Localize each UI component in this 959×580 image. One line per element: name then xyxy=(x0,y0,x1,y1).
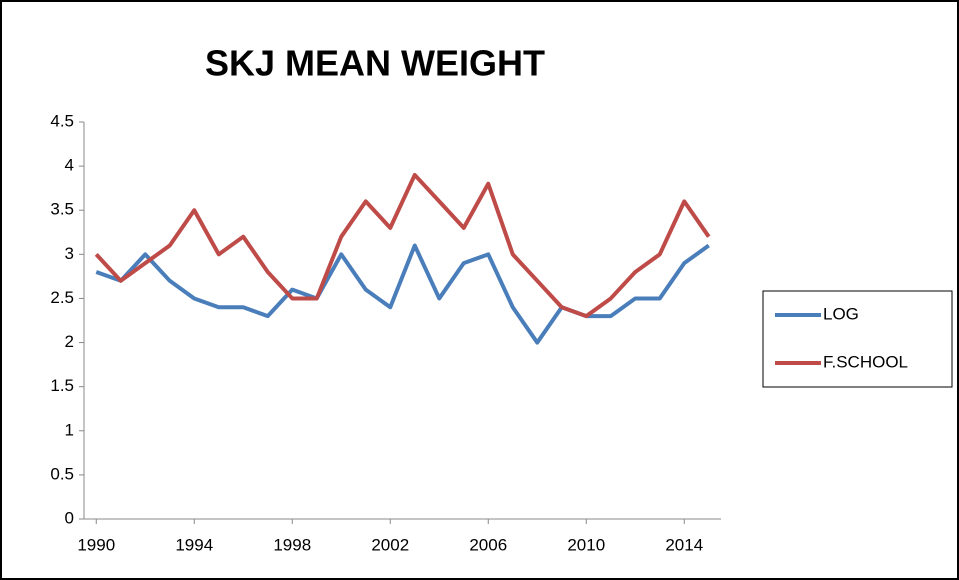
y-tick-label: 4 xyxy=(65,156,74,175)
series-line xyxy=(94,172,711,319)
x-tick-label: 2010 xyxy=(567,535,605,554)
x-tick-label: 2006 xyxy=(469,535,507,554)
legend-box xyxy=(762,290,953,388)
x-tick-label: 2014 xyxy=(665,535,703,554)
y-tick-label: 1.5 xyxy=(50,376,74,395)
y-tick-label: 1 xyxy=(65,420,74,439)
y-tick-label: 3.5 xyxy=(50,200,74,219)
y-tick-label: 0.5 xyxy=(50,464,74,483)
legend-label: LOG xyxy=(823,304,859,323)
legend-label: F.SCHOOL xyxy=(823,352,908,371)
y-tick-label: 2 xyxy=(65,332,74,351)
x-tick-label: 1998 xyxy=(273,535,311,554)
y-tick-label: 2.5 xyxy=(50,288,74,307)
y-tick-label: 0 xyxy=(65,508,74,527)
x-tick-label: 2002 xyxy=(371,535,409,554)
y-tick-label: 4.5 xyxy=(50,111,74,130)
series-line xyxy=(95,243,710,345)
chart-title: SKJ MEAN WEIGHT xyxy=(205,43,545,84)
y-tick-label: 3 xyxy=(65,244,74,263)
x-tick-label: 1994 xyxy=(175,535,213,554)
x-tick-label: 1990 xyxy=(77,535,115,554)
